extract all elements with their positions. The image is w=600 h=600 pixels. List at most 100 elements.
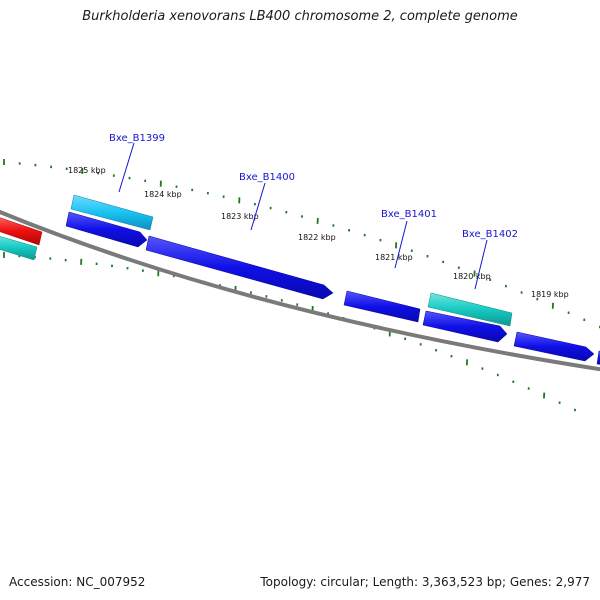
gene-label-bxe-b1399[interactable]: Bxe_B1399	[109, 133, 165, 144]
minor-tick	[269, 206, 272, 210]
minor-tick	[249, 291, 252, 294]
major-tick	[316, 217, 319, 224]
minor-tick	[379, 238, 382, 242]
minor-tick	[489, 278, 492, 282]
major-tick	[3, 158, 5, 166]
minor-tick	[426, 254, 429, 258]
minor-tick	[363, 233, 366, 237]
minor-tick	[558, 401, 561, 404]
gene-feature-blue[interactable]	[513, 331, 595, 362]
minor-tick	[253, 202, 256, 206]
kbp-label: 1820 kbp	[453, 272, 491, 281]
major-tick	[465, 359, 469, 366]
minor-tick	[442, 260, 445, 264]
minor-tick	[574, 408, 576, 412]
minor-tick	[332, 224, 335, 227]
major-tick	[473, 270, 476, 277]
gene-label-leaders	[118, 142, 488, 290]
major-tick	[551, 302, 554, 309]
leader-line	[474, 239, 488, 290]
gene-track-middle	[0, 211, 600, 365]
minor-tick	[128, 176, 131, 180]
gene-label-bxe-b1401[interactable]: Bxe_B1401	[381, 209, 437, 220]
minor-tick	[481, 367, 484, 370]
kbp-label: 1824 kbp	[144, 190, 182, 199]
gene-feature-bxe-b1402[interactable]	[427, 292, 513, 327]
accession-text: Accession: NC_007952	[9, 575, 146, 589]
minor-tick	[18, 162, 21, 165]
kbp-label: 1819 kbp	[531, 290, 569, 299]
major-tick	[395, 242, 398, 249]
minor-tick	[457, 266, 460, 269]
gene-track-forward	[70, 194, 513, 327]
minor-tick	[504, 284, 507, 288]
major-tick	[80, 258, 83, 265]
gene-feature-bxe-b1401[interactable]	[343, 290, 421, 323]
kbp-label: 1823 kbp	[221, 212, 259, 221]
minor-tick	[419, 343, 422, 346]
minor-tick	[536, 297, 539, 301]
minor-tick	[583, 318, 586, 322]
minor-tick	[450, 354, 453, 358]
minor-tick	[410, 249, 413, 252]
gene-feature-bxe-b1399[interactable]	[70, 194, 154, 231]
genome-stats-text: Topology: circular; Length: 3,363,523 bp…	[260, 575, 590, 589]
minor-tick	[520, 291, 523, 294]
major-tick	[159, 180, 162, 187]
gene-feature-blue[interactable]	[596, 350, 600, 365]
leader-line	[250, 182, 266, 231]
major-tick	[3, 251, 5, 259]
kbp-labels: 1825 kbp 1824 kbp 1823 kbp 1822 kbp 1821…	[68, 166, 569, 299]
minor-tick	[348, 228, 351, 232]
minor-tick	[64, 258, 67, 262]
minor-tick	[280, 299, 283, 302]
minor-tick	[435, 348, 438, 352]
minor-tick	[191, 188, 194, 192]
major-tick	[157, 270, 160, 277]
gene-feature-blue[interactable]	[422, 310, 508, 343]
leader-line	[394, 220, 408, 269]
gene-label-bxe-b1402[interactable]: Bxe_B1402	[462, 229, 518, 240]
major-tick	[238, 197, 241, 204]
major-tick	[81, 167, 84, 174]
minor-tick	[296, 303, 299, 306]
minor-tick	[49, 257, 52, 260]
minor-tick	[34, 163, 37, 167]
minor-tick	[285, 210, 288, 214]
minor-tick	[50, 165, 53, 169]
minor-tick	[496, 373, 499, 377]
minor-tick	[301, 215, 303, 218]
gene-feature-bxe-b1400[interactable]	[145, 235, 334, 300]
leader-line	[118, 142, 135, 193]
gene-feature-blue[interactable]	[65, 211, 148, 248]
minor-tick	[567, 311, 570, 314]
major-tick	[543, 392, 546, 399]
minor-tick	[265, 295, 268, 298]
minor-tick	[404, 337, 407, 341]
minor-tick	[512, 380, 515, 383]
gene-label-bxe-b1400[interactable]: Bxe_B1400	[239, 172, 295, 183]
gene-labels: Bxe_B1399 Bxe_B1400 Bxe_B1401 Bxe_B1402	[109, 133, 518, 240]
minor-tick	[527, 387, 530, 390]
minor-tick	[95, 262, 98, 266]
minor-tick	[175, 185, 178, 188]
minor-tick	[126, 266, 129, 270]
minor-tick	[65, 167, 68, 171]
gene-feature-teal[interactable]	[0, 235, 38, 261]
minor-tick	[111, 264, 113, 268]
minor-tick	[112, 174, 115, 177]
gene-feature-red[interactable]	[0, 216, 43, 246]
kbp-label: 1822 kbp	[298, 233, 336, 242]
kbp-label: 1825 kbp	[68, 166, 106, 175]
minor-tick	[144, 179, 147, 183]
minor-tick	[97, 171, 100, 175]
outer-tick-ring	[3, 158, 600, 329]
map-title: Burkholderia xenovorans LB400 chromosome…	[82, 9, 518, 24]
minor-tick	[141, 269, 144, 272]
minor-tick	[222, 195, 225, 198]
gene-track-reverse	[0, 235, 38, 261]
minor-tick	[206, 191, 209, 195]
kbp-label: 1821 kbp	[375, 253, 413, 262]
